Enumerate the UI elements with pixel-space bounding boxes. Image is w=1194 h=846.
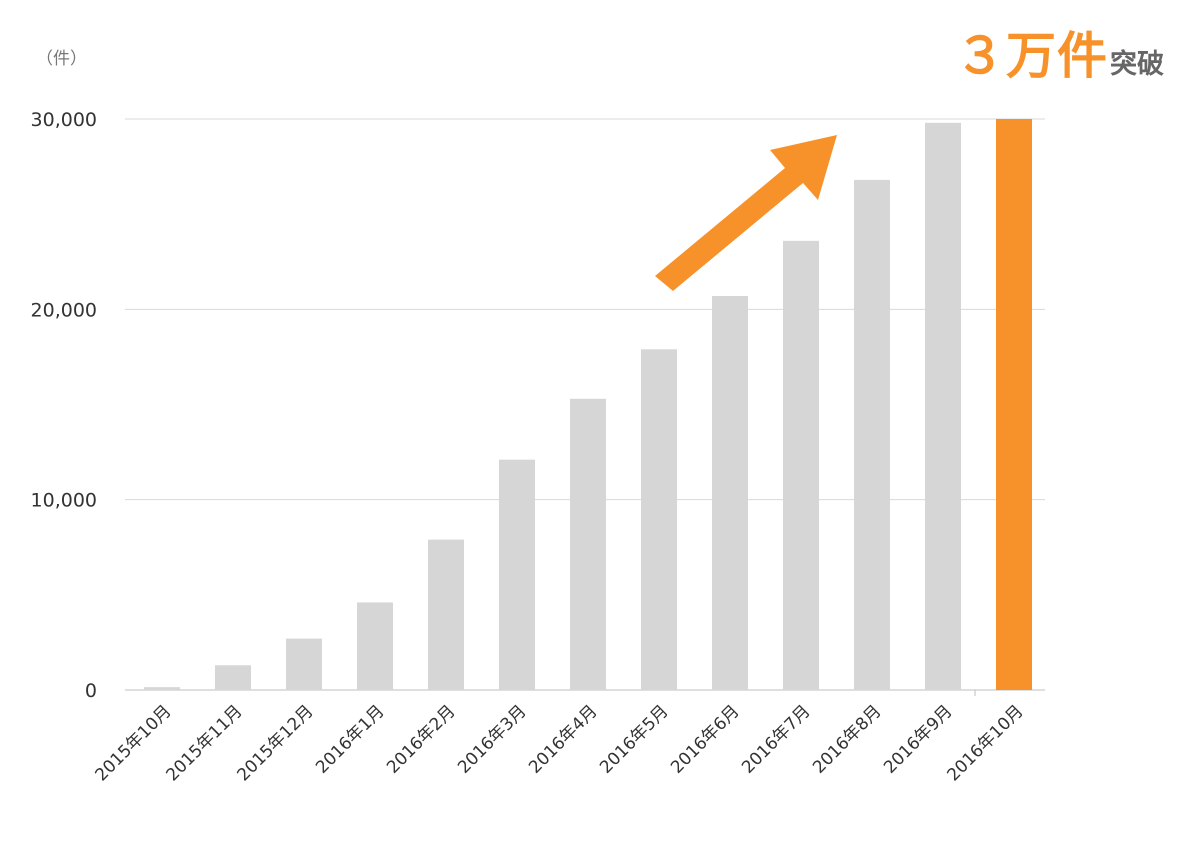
bar <box>570 398 606 690</box>
bar <box>357 602 393 690</box>
bar <box>712 296 748 690</box>
bars <box>144 119 1032 691</box>
x-tick-label: 2016年5月 <box>596 701 672 777</box>
bar <box>286 638 322 690</box>
bar <box>925 122 961 691</box>
x-tick-label: 2015年12月 <box>233 701 317 785</box>
bar <box>783 240 819 690</box>
x-tick-label: 2016年10月 <box>943 701 1027 785</box>
y-tick-label: 30,000 <box>31 109 97 131</box>
x-tick-label: 2016年1月 <box>312 701 388 777</box>
x-tick-label: 2016年6月 <box>667 701 743 777</box>
x-tick-label: 2016年8月 <box>809 701 885 777</box>
bar <box>428 539 464 690</box>
y-axis-unit-label: （件） <box>36 49 87 69</box>
y-tick-label: 20,000 <box>31 299 97 321</box>
bar <box>641 349 677 690</box>
headline: ３万件突破 <box>955 16 1164 88</box>
headline-suffix: 突破 <box>1110 49 1164 80</box>
x-tick-label: 2016年3月 <box>454 701 530 777</box>
x-tick-label: 2016年4月 <box>525 701 601 777</box>
x-axis-ticks: 2015年10月2015年11月2015年12月2016年1月2016年2月20… <box>91 701 1027 785</box>
headline-main: ３万件 <box>955 27 1108 85</box>
bar <box>499 459 535 690</box>
y-axis-ticks: 0 10,000 20,000 30,000 <box>31 109 97 702</box>
x-tick-label: 2016年7月 <box>738 701 814 777</box>
bar <box>854 179 890 690</box>
x-tick-label: 2016年2月 <box>383 701 459 777</box>
bar-highlight <box>996 119 1032 690</box>
trend-arrow-icon <box>655 135 837 291</box>
y-tick-label: 0 <box>85 680 97 702</box>
bar <box>144 687 180 690</box>
x-tick-label: 2016年9月 <box>880 701 956 777</box>
bar <box>215 665 251 690</box>
y-tick-label: 10,000 <box>31 490 97 512</box>
